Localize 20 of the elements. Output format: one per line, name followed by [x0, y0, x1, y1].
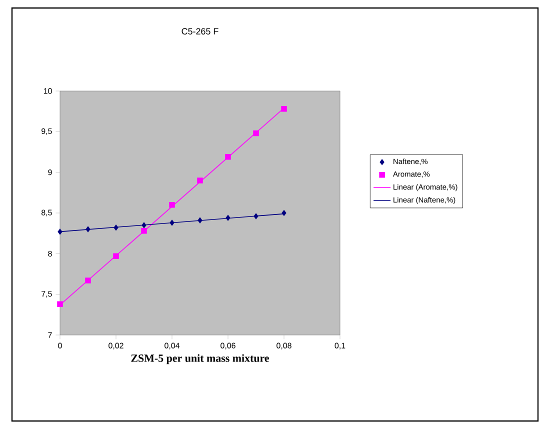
- point: [169, 202, 175, 208]
- point: [57, 301, 63, 307]
- point: [141, 228, 147, 234]
- point: [170, 220, 174, 226]
- point: [142, 222, 146, 228]
- point: [198, 217, 202, 224]
- point: [226, 214, 230, 221]
- chart-title: C5-265 F: [182, 28, 218, 35]
- point: [58, 228, 62, 235]
- point: [282, 210, 286, 216]
- point: [85, 278, 91, 284]
- point: [254, 213, 258, 220]
- x-axis-title: ZSM-5 per unit mass mixture: [131, 354, 270, 364]
- point: [197, 178, 203, 184]
- point: [281, 106, 287, 112]
- point: [225, 154, 231, 160]
- point: [86, 226, 90, 232]
- point: [253, 130, 259, 136]
- point: [114, 224, 118, 231]
- point: [113, 253, 119, 259]
